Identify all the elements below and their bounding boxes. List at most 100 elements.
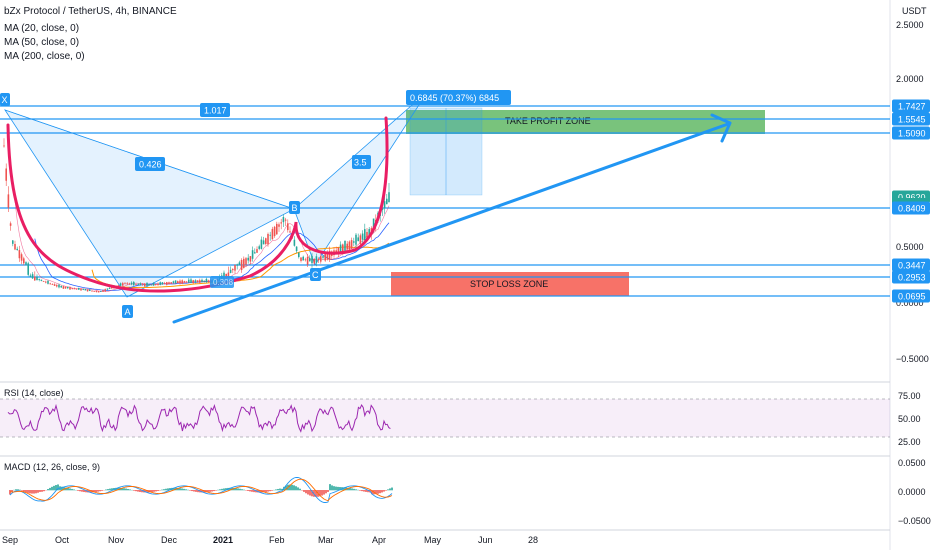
candle-body: [300, 257, 302, 261]
candle-body: [111, 287, 113, 289]
macd-bar: [65, 487, 67, 491]
pattern-triangle-bcd[interactable]: [293, 90, 429, 266]
macd-bar: [351, 488, 353, 491]
candle-body: [157, 283, 159, 286]
macd-bar: [215, 490, 217, 491]
candle-body: [20, 254, 23, 261]
macd-bar: [349, 488, 351, 491]
macd-bar: [61, 486, 63, 491]
candle-body: [128, 283, 131, 285]
candle-body: [71, 288, 73, 289]
candle-body: [353, 241, 355, 243]
candle-body: [139, 283, 142, 285]
cup-curve[interactable]: [6, 116, 389, 293]
macd-bar: [165, 488, 167, 491]
pattern-label-x[interactable]: X: [0, 93, 10, 106]
price-axis[interactable]: 2.5000 2.0000 0.5000 0.0000 −0.5000: [896, 20, 929, 364]
rsi-title[interactable]: RSI (14, close): [4, 388, 64, 398]
ratio-label-ab[interactable]: 0.426: [135, 157, 165, 171]
candle-body: [104, 289, 106, 292]
candle-body: [359, 235, 362, 244]
candle-body: [3, 145, 5, 147]
macd-bar: [151, 490, 153, 493]
macd-bar: [89, 490, 91, 493]
ratio-label-ac[interactable]: 0.308: [210, 276, 234, 288]
macd-bar: [217, 489, 219, 491]
candle-body: [69, 287, 71, 290]
candle-body: [31, 274, 34, 279]
price-candles[interactable]: [3, 138, 390, 293]
rsi-line[interactable]: [7, 403, 391, 433]
candle-body: [100, 291, 102, 292]
stop-loss-label: STOP LOSS ZONE: [470, 279, 548, 289]
macd-bar: [329, 484, 331, 491]
candle-body: [185, 281, 188, 283]
time-tick: Dec: [161, 535, 178, 545]
ratio-label-bc[interactable]: 3.5: [352, 155, 371, 169]
ratio-label-xb[interactable]: 1.017: [200, 103, 230, 117]
macd-bar: [77, 490, 79, 491]
stop-loss-zone[interactable]: [391, 272, 629, 296]
candle-body: [172, 281, 175, 284]
macd-bar: [235, 488, 237, 491]
time-tick: Sep: [2, 535, 18, 545]
horizontal-levels[interactable]: [0, 105, 890, 297]
symbol-title: bZx Protocol / TetherUS, 4h, BINANCE: [4, 6, 177, 17]
price-label-text: 1.5545: [898, 115, 926, 125]
ma200-line[interactable]: [91, 242, 390, 289]
time-axis[interactable]: Sep Oct Nov Dec 2021 Feb Mar Apr May Jun…: [2, 535, 538, 545]
candle-body: [18, 250, 21, 259]
macd-signal-line[interactable]: [9, 478, 393, 502]
price-axis-labels[interactable]: 1.74271.55451.50900.962001:04:210.84090.…: [892, 99, 932, 303]
macd-bar: [121, 487, 123, 491]
macd-bar: [195, 490, 197, 492]
candle-body: [245, 258, 247, 265]
macd-bar: [303, 490, 305, 492]
time-tick: Apr: [372, 535, 386, 545]
macd-bar: [305, 490, 307, 494]
macd-bar: [233, 487, 235, 491]
rsi-band: [0, 399, 890, 437]
candle-body: [260, 239, 263, 249]
trend-arrow[interactable]: [172, 122, 730, 324]
indicator-ma20[interactable]: MA (20, close, 0): [4, 23, 79, 34]
macd-bar: [117, 487, 119, 491]
macd-bar: [331, 485, 333, 491]
macd-bar: [381, 490, 383, 493]
time-tick: Jun: [478, 535, 493, 545]
candle-body: [287, 223, 289, 231]
candle-body: [254, 252, 256, 254]
indicator-ma200[interactable]: MA (200, close, 0): [4, 51, 85, 62]
candle-body: [383, 201, 386, 209]
macd-bar: [299, 488, 301, 491]
candle-body: [14, 244, 16, 250]
macd-title[interactable]: MACD (12, 26, close, 9): [4, 462, 100, 472]
projection-measure-label[interactable]: 0.6845 (70.37%) 6845: [406, 90, 511, 105]
macd-bar: [97, 490, 99, 492]
price-tick: 2.0000: [896, 74, 924, 84]
candle-body: [276, 223, 278, 235]
candle-body: [339, 244, 342, 252]
pattern-label-c[interactable]: C: [310, 268, 321, 281]
candle-body: [7, 194, 10, 208]
pattern-label-b[interactable]: B: [289, 201, 300, 214]
macd-bar: [111, 488, 113, 491]
macd-bar: [211, 490, 213, 492]
macd-bar: [207, 490, 209, 493]
macd-bar: [363, 490, 365, 492]
candle-body: [269, 234, 271, 236]
macd-bar: [249, 490, 251, 492]
indicator-ma50[interactable]: MA (50, close, 0): [4, 37, 79, 48]
price-label-text: 0.2953: [898, 273, 926, 283]
macd-bar: [321, 490, 323, 496]
candle-body: [86, 289, 89, 292]
pattern-label-a[interactable]: A: [122, 305, 133, 318]
macd-bar: [145, 490, 147, 493]
take-profit-zone[interactable]: [406, 110, 765, 134]
candle-body: [271, 228, 274, 240]
macd-bar: [133, 490, 135, 491]
macd-bar: [327, 490, 329, 492]
candle-body: [38, 279, 40, 281]
candle-body: [249, 256, 252, 262]
